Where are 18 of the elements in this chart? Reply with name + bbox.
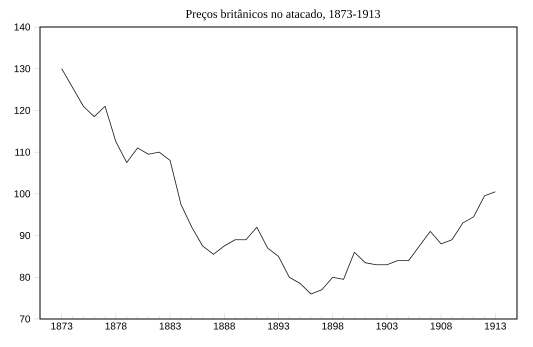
x-tick-label: 1883 [160,322,181,330]
y-tick-label: 140 [14,23,30,31]
x-tick-label: 1913 [484,322,506,330]
y-tick-label: 100 [14,190,30,198]
chart-title: Preços britânicos no atacado, 1873-1913 [186,10,380,20]
x-tick-label: 1873 [51,322,72,330]
y-tick-label: 80 [20,274,30,281]
y-tick-label: 70 [20,315,30,323]
y-tick-label: 120 [14,106,30,114]
x-tick-label: 1878 [106,322,127,330]
y-tick-label: 110 [15,148,30,156]
y-tick-label: 130 [14,65,30,72]
x-tick-label: 1903 [376,322,398,330]
x-tick-label: 1888 [214,322,235,330]
x-tick-label: 1898 [322,322,344,330]
x-tick-label: 1908 [430,322,452,330]
y-tick-label: 90 [20,232,30,240]
x-tick-label: 1893 [268,322,290,330]
